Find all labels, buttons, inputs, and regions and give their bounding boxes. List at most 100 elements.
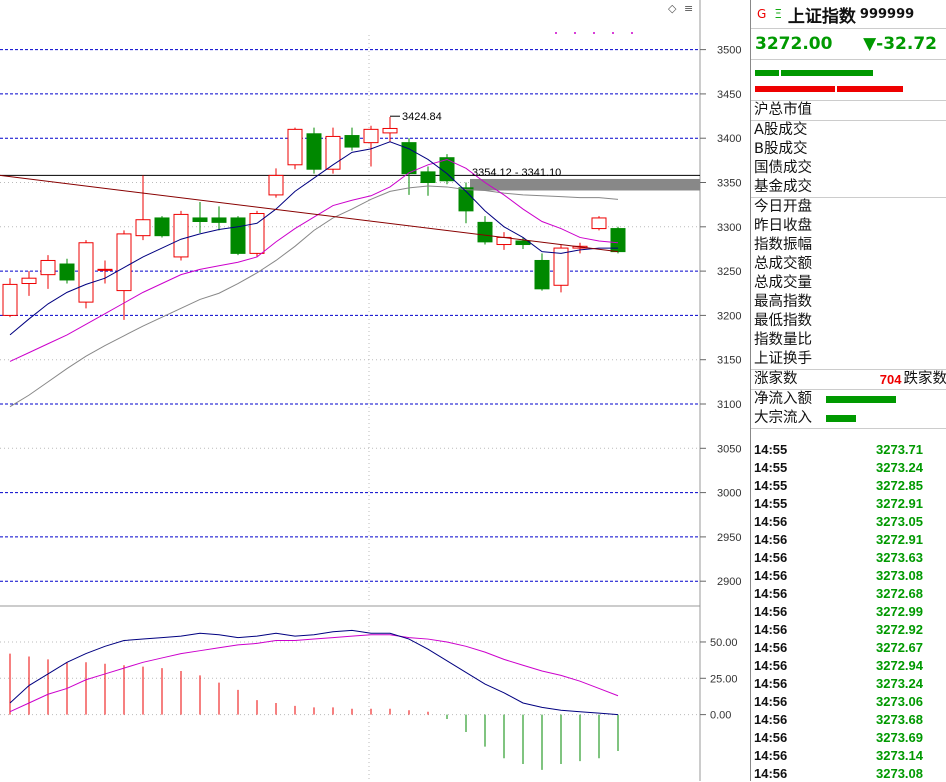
candle-body: [136, 220, 150, 236]
prev-close: 昨日收盘: [751, 217, 946, 236]
candle-body: [60, 264, 74, 280]
high-index: 最高指数: [751, 293, 946, 312]
g-icon[interactable]: G: [757, 7, 766, 21]
ytick-label: 3200: [717, 310, 741, 322]
tick-price: 3273.05: [829, 514, 946, 529]
price-row: 3272.00 ▼-32.72: [751, 29, 946, 60]
net-inflow-bar: [826, 396, 896, 403]
tick-time: 14:56: [751, 622, 829, 637]
ytick-label: 3250: [717, 266, 741, 278]
tick-time: 14:56: [751, 640, 829, 655]
candle-body: [592, 218, 606, 229]
turnover-section: A股成交 B股成交 国债成交 基金成交: [751, 121, 946, 198]
chart-area[interactable]: 2900295030003050310031503200325033003350…: [0, 0, 750, 781]
tick-price: 3273.06: [829, 694, 946, 709]
tick-price: 3272.92: [829, 622, 946, 637]
market-value-section: 沪总市值: [751, 101, 946, 121]
candle-body: [79, 243, 93, 302]
advancers-value: 704: [880, 372, 902, 387]
bond-turnover: 国债成交: [751, 159, 946, 178]
candle-body: [364, 129, 378, 142]
ytick-label: 3300: [717, 222, 741, 234]
candle-body: [22, 278, 36, 283]
total-volume: 总成交量: [751, 274, 946, 293]
block-inflow-bar: [826, 415, 856, 422]
net-inflow-label: 净流入额: [751, 390, 812, 409]
tick-time: 14:56: [751, 676, 829, 691]
candle-body: [288, 129, 302, 164]
ytick-label: 3400: [717, 133, 741, 145]
tick-price: 3273.14: [829, 748, 946, 763]
candle-body: [345, 136, 359, 148]
candle-body: [155, 218, 169, 236]
market-value-label: 沪总市值: [751, 101, 946, 120]
tick-price: 3272.99: [829, 604, 946, 619]
flow-section: 净流入额 大宗流入: [751, 390, 946, 429]
candle-body: [212, 218, 226, 222]
ytick-label: 3050: [717, 443, 741, 455]
tick-time: 14:56: [751, 568, 829, 583]
tick-price: 3273.68: [829, 712, 946, 727]
tick-price: 3273.71: [829, 442, 946, 457]
candle-body: [383, 128, 397, 132]
fund-turnover: 基金成交: [751, 178, 946, 197]
green-bar-1: [755, 70, 779, 76]
tick-time: 14:55: [751, 496, 829, 511]
candle-body: [478, 222, 492, 241]
candle-body: [421, 172, 435, 183]
index-stats-section: 今日开盘 昨日收盘 指数振幅 总成交额 总成交量 最高指数 最低指数 指数量比 …: [751, 198, 946, 370]
ytick-label: 2900: [717, 576, 741, 588]
tick-price: 3273.69: [829, 730, 946, 745]
index-name: 上证指数: [788, 2, 856, 27]
gray-zone: [470, 179, 700, 191]
candle-body: [41, 260, 55, 274]
candle-body: [174, 214, 188, 257]
tick-price: 3272.91: [829, 496, 946, 511]
tick-price: 3273.24: [829, 460, 946, 475]
candle-body: [307, 134, 321, 169]
ytick-label: 2950: [717, 532, 741, 544]
price-change: ▼-32.72: [863, 34, 937, 54]
tick-price: 3272.94: [829, 658, 946, 673]
candle-body: [117, 234, 131, 291]
green-bar-2: [781, 70, 873, 76]
sub-line-1: [10, 630, 618, 714]
diamond-icon[interactable]: ◇: [668, 2, 677, 15]
header: G Ξ 上证指数 999999: [751, 0, 946, 29]
equals-icon[interactable]: ≡: [684, 2, 693, 15]
ytick-label: 3150: [717, 355, 741, 367]
ytick-label: 3000: [717, 488, 741, 500]
ytick-label: 3350: [717, 178, 741, 190]
candle-body: [3, 284, 17, 315]
last-price: 3272.00: [755, 34, 832, 54]
tick-time: 14:56: [751, 586, 829, 601]
tick-price: 3273.63: [829, 550, 946, 565]
candle-body: [98, 269, 112, 270]
candle-body: [231, 218, 245, 253]
tick-time: 14:56: [751, 604, 829, 619]
breadth-row: 涨家数 704 跌家数: [751, 370, 946, 390]
menu-icon[interactable]: Ξ: [774, 7, 782, 21]
tick-time: 14:56: [751, 532, 829, 547]
tick-time: 14:56: [751, 514, 829, 529]
advancers-label: 涨家数: [751, 370, 798, 389]
volume-ratio: 指数量比: [751, 331, 946, 350]
ytick-label: 3450: [717, 89, 741, 101]
red-bar-2: [837, 86, 903, 92]
low-index: 最低指数: [751, 312, 946, 331]
tick-price: 3272.85: [829, 478, 946, 493]
